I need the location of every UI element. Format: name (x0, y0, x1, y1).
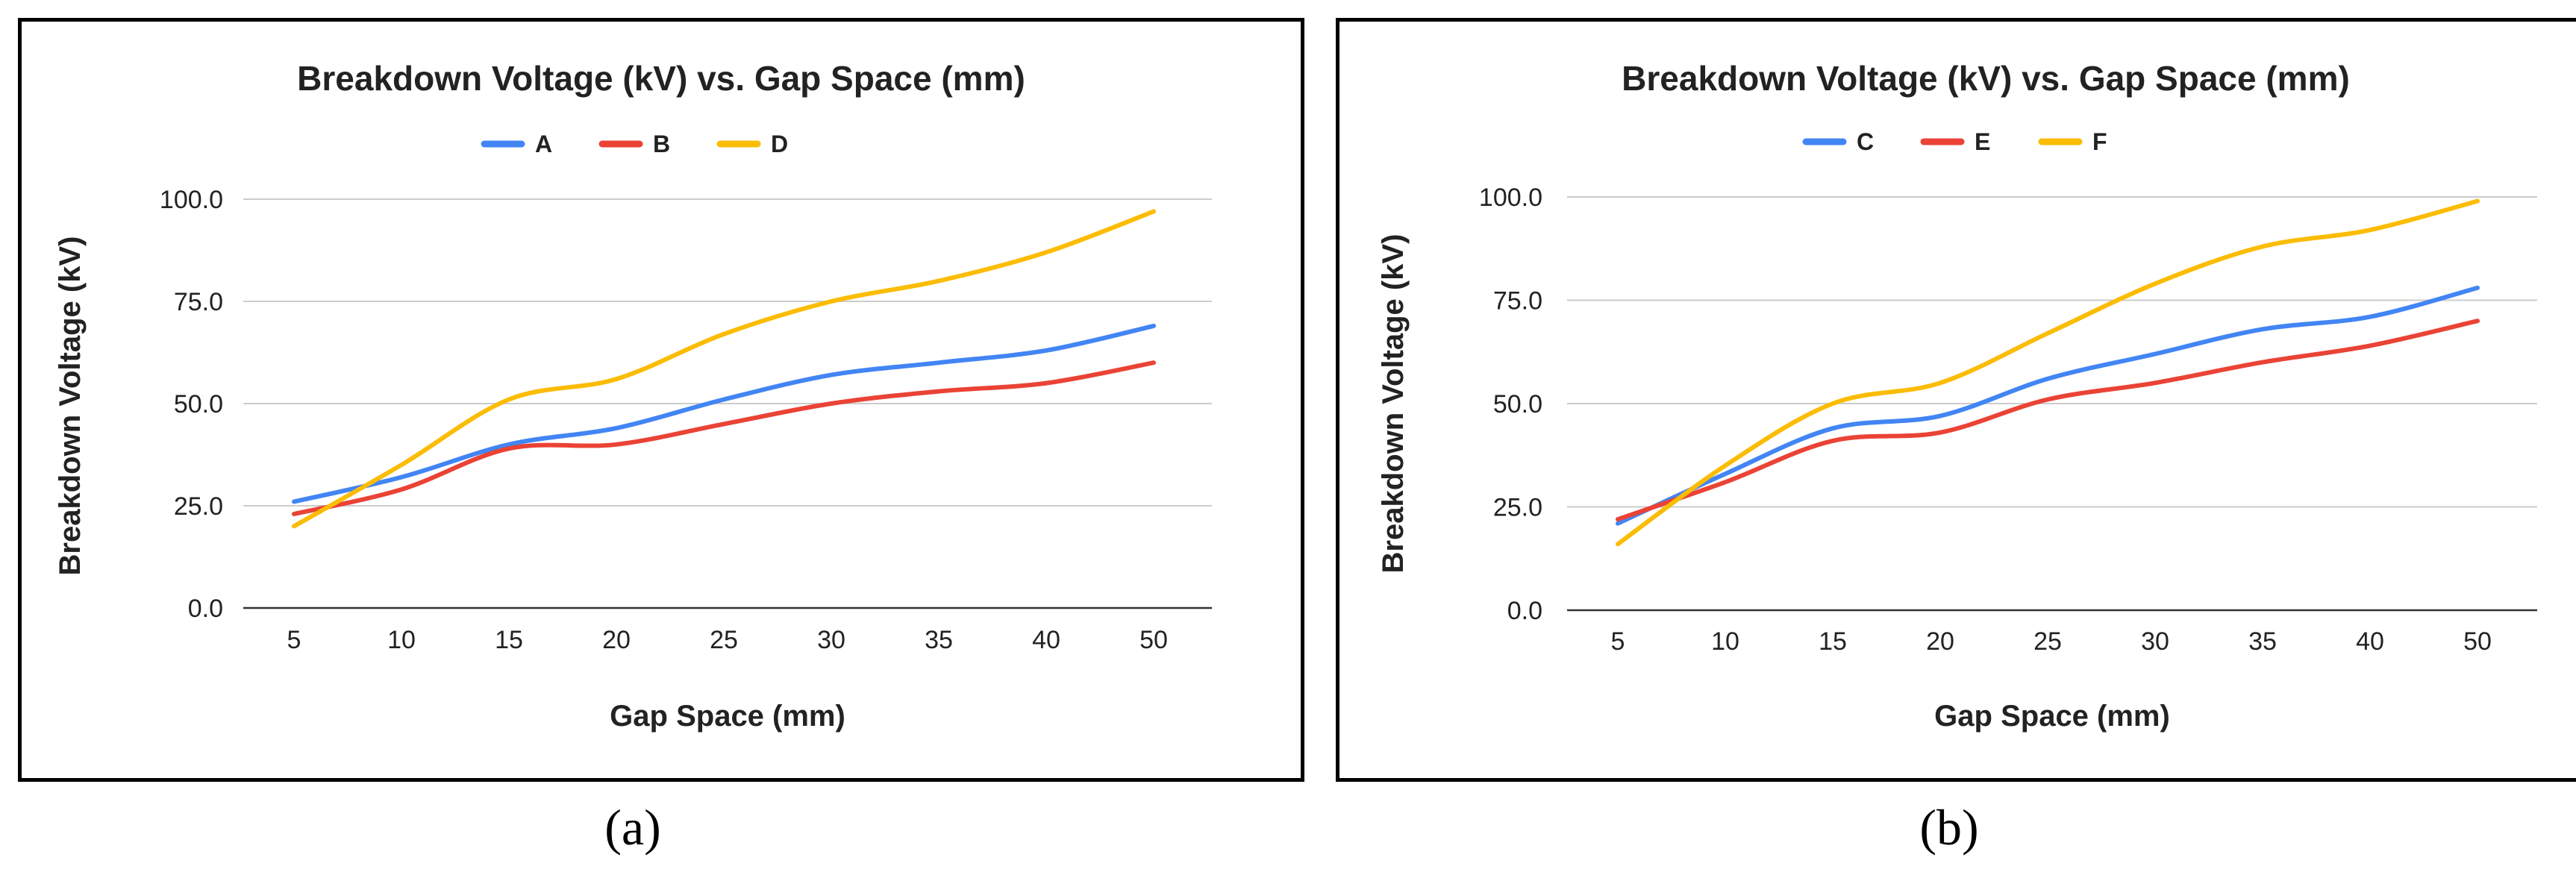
x-tick-label-b: 10 (1711, 627, 1739, 656)
y-tick-label-a: 0.0 (188, 595, 223, 623)
y-tick-label-b: 0.0 (1507, 597, 1542, 625)
x-tick-label-b: 5 (1611, 627, 1625, 656)
x-tick-label-b: 50 (2463, 627, 2492, 656)
chart-panel-a: Breakdown Voltage (kV) vs. Gap Space (mm… (18, 18, 1304, 782)
x-tick-label-b: 20 (1926, 627, 1954, 656)
x-tick-label-a: 50 (1139, 626, 1168, 654)
legend-label-c: C (1857, 128, 1874, 155)
legend-label-e: E (1975, 128, 1990, 155)
legend-label-a: A (535, 131, 552, 157)
y-tick-label-b: 25.0 (1493, 494, 1542, 522)
y-tick-label-a: 100.0 (160, 186, 223, 214)
x-tick-label-b: 25 (2033, 627, 2062, 656)
chart-panel-b: Breakdown Voltage (kV) vs. Gap Space (mm… (1336, 18, 2576, 782)
x-tick-label-a: 5 (287, 626, 301, 654)
y-tick-label-b: 75.0 (1493, 287, 1542, 316)
x-tick-label-a: 10 (387, 626, 416, 654)
legend-label-b: B (653, 131, 670, 157)
chart-a-svg: Breakdown Voltage (kV) vs. Gap Space (mm… (54, 59, 1212, 733)
x-tick-label-b: 30 (2141, 627, 2169, 656)
chart-b-svg: Breakdown Voltage (kV) vs. Gap Space (mm… (1377, 59, 2537, 733)
x-tick-label-a: 20 (602, 626, 631, 654)
x-tick-label-b: 15 (1819, 627, 1847, 656)
series-line-b (292, 360, 1156, 516)
chart-title-a: Breakdown Voltage (kV) vs. Gap Space (mm… (297, 59, 1025, 98)
series-line-a (292, 323, 1156, 504)
x-axis-title-a: Gap Space (mm) (610, 700, 845, 733)
x-tick-label-a: 35 (925, 626, 953, 654)
y-axis-title-b: Breakdown Voltage (kV) (1377, 234, 1410, 574)
y-tick-label-a: 50.0 (174, 390, 223, 418)
chart-title-b: Breakdown Voltage (kV) vs. Gap Space (mm… (1622, 59, 2350, 98)
x-axis-title-b: Gap Space (mm) (1934, 700, 2170, 733)
x-tick-label-a: 30 (817, 626, 845, 654)
y-tick-label-a: 75.0 (174, 288, 223, 316)
series-line-e (1616, 319, 2480, 522)
series-line-c (1616, 285, 2480, 526)
series-line-f (1616, 198, 2480, 547)
panel-label-a: (a) (604, 799, 661, 856)
x-tick-label-b: 40 (2356, 627, 2384, 656)
legend-label-f: F (2092, 128, 2107, 155)
y-tick-label-a: 25.0 (174, 492, 223, 521)
y-axis-title-a: Breakdown Voltage (kV) (54, 236, 87, 576)
x-tick-label-b: 35 (2248, 627, 2277, 656)
x-tick-label-a: 40 (1032, 626, 1060, 654)
x-tick-label-a: 15 (495, 626, 523, 654)
series-line-d (292, 209, 1156, 529)
panel-label-b: (b) (1919, 799, 1979, 856)
x-tick-label-a: 25 (710, 626, 738, 654)
legend-label-d: D (771, 131, 788, 157)
y-tick-label-b: 100.0 (1479, 184, 1542, 212)
y-tick-label-b: 50.0 (1493, 390, 1542, 418)
